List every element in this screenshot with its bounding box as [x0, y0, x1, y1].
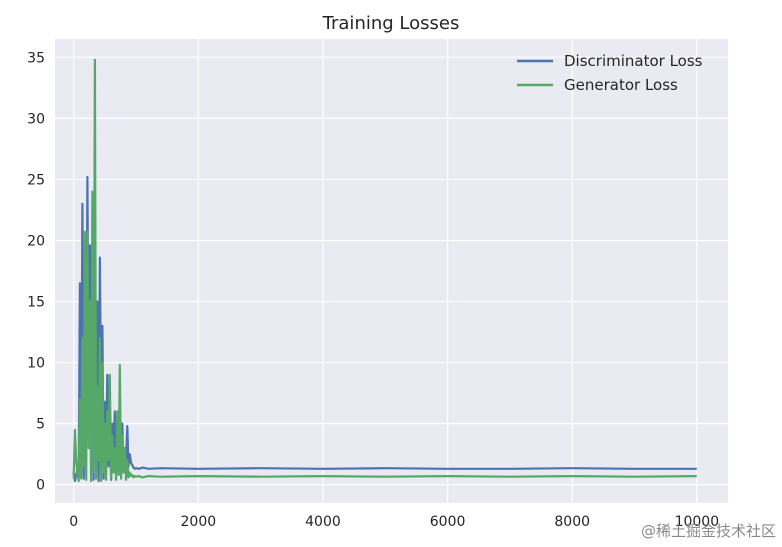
x-tick-label: 10000 [675, 514, 720, 530]
grid [55, 39, 728, 503]
y-tick-label: 10 [27, 356, 45, 372]
plot-background [55, 39, 728, 503]
y-tick-label: 25 [27, 172, 45, 188]
chart-title: Training Losses [322, 13, 460, 34]
y-tick-label: 0 [36, 478, 45, 494]
series-line-generator-loss [72, 58, 697, 483]
y-tick-label: 5 [36, 417, 45, 433]
legend: Discriminator Loss Generator Loss [517, 52, 703, 94]
x-tick-label: 0 [69, 514, 78, 530]
y-tick-label: 35 [27, 50, 45, 66]
series-lines [72, 58, 697, 483]
legend-entry-label: Discriminator Loss [564, 52, 703, 70]
legend-entry-label: Generator Loss [564, 76, 678, 94]
watermark-text: @稀土掘金技术社区 [640, 522, 776, 540]
y-tick-label: 20 [27, 233, 45, 249]
x-tick-label: 2000 [181, 514, 217, 530]
y-tick-label: 15 [27, 295, 45, 311]
x-tick-label: 8000 [554, 514, 590, 530]
tick-labels: 0 5 10 15 20 25 30 35 0 2000 4000 6000 8000 10000 [27, 50, 719, 530]
x-tick-label: 4000 [305, 514, 341, 530]
y-tick-label: 30 [27, 111, 45, 127]
x-tick-label: 6000 [430, 514, 466, 530]
